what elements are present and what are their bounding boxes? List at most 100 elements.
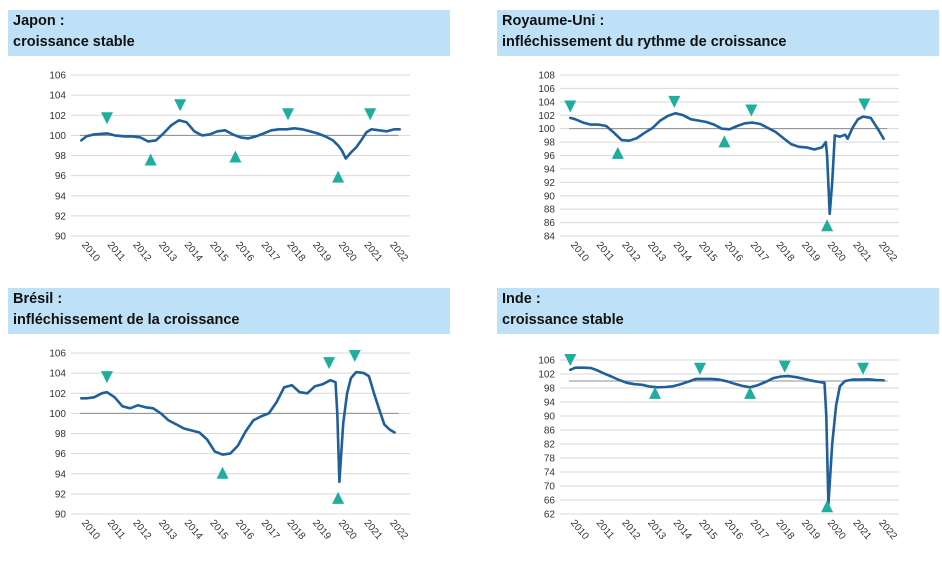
y-tick-label: 96 bbox=[544, 151, 556, 162]
series-line bbox=[80, 370, 396, 484]
chart-title: Inde : bbox=[502, 291, 541, 307]
x-tick-label: 2019 bbox=[310, 240, 333, 264]
trough-marker bbox=[144, 153, 157, 166]
chart-title: Brésil : bbox=[13, 291, 63, 307]
chart-header: Brésil : infléchissement de la croissanc… bbox=[8, 288, 450, 334]
y-tick-label: 90 bbox=[55, 232, 67, 243]
series-line bbox=[569, 111, 885, 216]
chart-panel-royaume-uni: Royaume-Uni : infléchissement du rythme … bbox=[497, 10, 939, 295]
y-tick-label: 70 bbox=[544, 482, 556, 493]
y-tick-label: 102 bbox=[538, 111, 555, 122]
x-tick-label: 2012 bbox=[130, 240, 153, 264]
y-tick-label: 104 bbox=[538, 97, 555, 108]
y-tick-label: 106 bbox=[49, 71, 66, 82]
chart-title: Japon : bbox=[13, 13, 65, 29]
trough-marker bbox=[216, 466, 229, 479]
peak-marker bbox=[693, 362, 706, 375]
x-tick-label: 2014 bbox=[182, 240, 205, 264]
x-tick-label: 2011 bbox=[594, 518, 617, 542]
chart-subtitle: infléchissement de la croissance bbox=[13, 312, 240, 328]
chart-header: Royaume-Uni : infléchissement du rythme … bbox=[497, 10, 939, 56]
x-tick-label: 2012 bbox=[130, 518, 153, 542]
x-tick-label: 2017 bbox=[748, 518, 771, 542]
y-tick-label: 100 bbox=[538, 124, 555, 135]
x-tick-label: 2022 bbox=[387, 518, 410, 542]
x-tick-label: 2022 bbox=[876, 518, 899, 542]
x-tick-label: 2021 bbox=[361, 518, 384, 542]
chart-panel-inde: Inde : croissance stable 62 66 70 74 78 82 86 9… bbox=[497, 288, 939, 573]
y-tick-label: 98 bbox=[544, 138, 556, 149]
chart-subtitle: infléchissement du rythme de croissance bbox=[502, 34, 787, 50]
peak-marker bbox=[348, 350, 361, 363]
peak-marker bbox=[100, 112, 113, 125]
y-tick-label: 92 bbox=[55, 211, 67, 222]
x-tick-label: 2018 bbox=[773, 518, 796, 542]
x-tick-label: 2011 bbox=[594, 240, 617, 264]
peak-marker bbox=[668, 95, 681, 108]
x-tick-label: 2020 bbox=[825, 518, 848, 542]
trough-marker bbox=[332, 170, 345, 183]
trough-marker bbox=[649, 386, 662, 399]
x-tick-label: 2021 bbox=[850, 518, 873, 542]
chart-title: Royaume-Uni : bbox=[502, 13, 605, 29]
x-tick-label: 2021 bbox=[850, 240, 873, 264]
x-tick-label: 2013 bbox=[156, 518, 179, 542]
series-line bbox=[569, 366, 885, 506]
x-tick-label: 2014 bbox=[671, 240, 694, 264]
chart-header: Inde : croissance stable bbox=[497, 288, 939, 334]
y-tick-label: 106 bbox=[49, 349, 66, 360]
x-tick-label: 2016 bbox=[233, 240, 256, 264]
x-tick-label: 2015 bbox=[696, 240, 719, 264]
x-tick-label: 2014 bbox=[671, 518, 694, 542]
chart-subtitle: croissance stable bbox=[502, 312, 624, 328]
y-tick-label: 102 bbox=[49, 389, 66, 400]
chart-subtitle: croissance stable bbox=[13, 34, 135, 50]
x-tick-label: 2016 bbox=[722, 240, 745, 264]
peak-marker bbox=[174, 99, 187, 112]
x-tick-label: 2019 bbox=[799, 240, 822, 264]
x-tick-label: 2011 bbox=[105, 518, 128, 542]
y-tick-label: 104 bbox=[49, 369, 66, 380]
y-tick-label: 98 bbox=[55, 151, 67, 162]
series-line bbox=[80, 119, 402, 160]
y-tick-label: 78 bbox=[544, 454, 556, 465]
peak-marker bbox=[282, 108, 295, 121]
y-tick-label: 100 bbox=[49, 131, 66, 142]
x-tick-label: 2015 bbox=[207, 518, 230, 542]
trough-marker bbox=[611, 146, 624, 159]
y-tick-label: 98 bbox=[55, 429, 67, 440]
x-tick-label: 2020 bbox=[336, 518, 359, 542]
y-tick-label: 74 bbox=[544, 468, 556, 479]
x-tick-label: 2017 bbox=[748, 240, 771, 264]
x-tick-label: 2018 bbox=[284, 240, 307, 264]
chart-panel-japon: Japon : croissance stable 90 92 94 96 98 100 1… bbox=[8, 10, 450, 295]
trough-marker bbox=[718, 135, 731, 148]
y-tick-label: 66 bbox=[544, 496, 556, 507]
x-tick-label: 2021 bbox=[361, 240, 384, 264]
y-tick-label: 92 bbox=[544, 178, 556, 189]
y-tick-label: 94 bbox=[55, 469, 67, 480]
x-tick-label: 2019 bbox=[799, 518, 822, 542]
x-tick-label: 2020 bbox=[825, 240, 848, 264]
peak-marker bbox=[745, 104, 758, 117]
x-tick-label: 2020 bbox=[336, 240, 359, 264]
y-tick-label: 82 bbox=[544, 440, 556, 451]
trough-marker bbox=[229, 150, 242, 163]
x-tick-label: 2013 bbox=[645, 518, 668, 542]
trough-marker bbox=[744, 386, 757, 399]
peak-marker bbox=[857, 362, 870, 375]
x-tick-label: 2022 bbox=[876, 240, 899, 264]
y-tick-label: 106 bbox=[538, 356, 555, 367]
x-tick-label: 2018 bbox=[284, 518, 307, 542]
y-tick-label: 86 bbox=[544, 426, 556, 437]
y-tick-label: 102 bbox=[49, 111, 66, 122]
x-tick-label: 2017 bbox=[259, 240, 282, 264]
x-tick-label: 2011 bbox=[105, 240, 128, 264]
peak-marker bbox=[564, 100, 577, 113]
x-tick-label: 2022 bbox=[387, 240, 410, 264]
x-tick-label: 2015 bbox=[696, 518, 719, 542]
y-tick-label: 94 bbox=[544, 164, 556, 175]
